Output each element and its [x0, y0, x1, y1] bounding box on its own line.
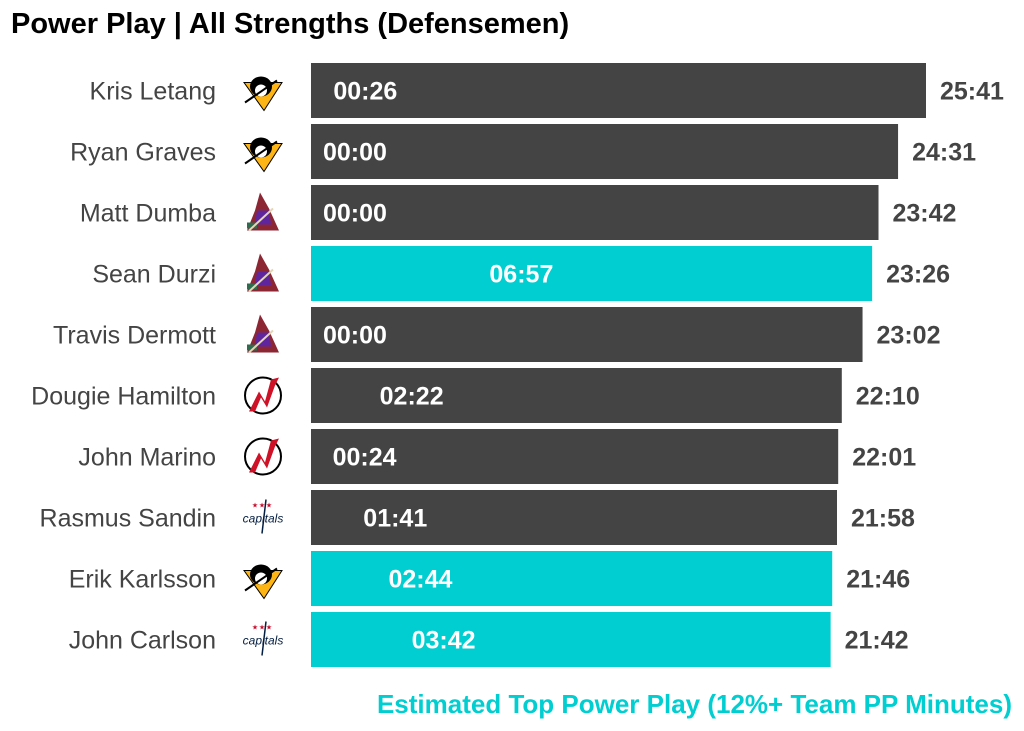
player-name-label: John Marino	[78, 444, 216, 472]
bar-row: John Carlson ★ ★ ★capitals 03:42 21:42	[69, 612, 909, 667]
player-name-label: Matt Dumba	[80, 200, 216, 228]
total-toi-label: 23:02	[877, 322, 941, 350]
capitals-logo-icon: ★ ★ ★capitals	[243, 499, 284, 534]
svg-text:★: ★	[266, 624, 272, 632]
bar-row: Erik Karlsson 02:44 21:46	[69, 551, 910, 606]
svg-text:capitals: capitals	[243, 634, 284, 648]
pp-toi-label: 03:42	[412, 627, 476, 655]
total-toi-label: 24:31	[912, 139, 976, 167]
devils-logo-icon	[244, 437, 282, 476]
bar-row: John Marino 00:24 22:01	[78, 429, 916, 484]
total-toi-bar	[311, 429, 839, 484]
penguins-logo-icon	[243, 137, 283, 173]
bar-row: Travis Dermott 00:00 23:02	[53, 307, 940, 362]
player-name-label: John Carlson	[69, 627, 216, 655]
pp-toi-label: 00:00	[323, 200, 387, 228]
coyotes-logo-icon	[247, 192, 279, 232]
svg-text:★: ★	[252, 624, 258, 632]
penguins-logo-icon	[243, 564, 283, 600]
svg-text:★: ★	[259, 502, 265, 510]
coyotes-logo-icon	[247, 253, 279, 293]
total-toi-bar	[311, 368, 842, 423]
total-toi-label: 21:58	[851, 505, 915, 533]
total-toi-bar	[311, 63, 926, 118]
bar-row: Ryan Graves 00:00 24:31	[70, 124, 976, 179]
bar-row: Sean Durzi 06:57 23:26	[92, 246, 950, 301]
pp-toi-label: 00:00	[323, 322, 387, 350]
top-power-play-footnote: Estimated Top Power Play (12%+ Team PP M…	[376, 689, 1012, 719]
player-name-label: Erik Karlsson	[69, 566, 216, 594]
total-toi-bar	[311, 612, 831, 667]
total-toi-label: 23:42	[893, 200, 957, 228]
chart-title: Power Play | All Strengths (Defensemen)	[11, 8, 570, 40]
player-name-label: Rasmus Sandin	[40, 505, 216, 533]
svg-text:★: ★	[266, 502, 272, 510]
pp-toi-label: 01:41	[363, 505, 427, 533]
total-toi-label: 23:26	[886, 261, 950, 289]
pp-toi-label: 00:26	[333, 78, 397, 106]
total-toi-label: 22:10	[856, 383, 920, 411]
total-toi-bar	[311, 490, 838, 545]
pp-toi-label: 02:44	[388, 566, 452, 594]
total-toi-bar	[311, 551, 833, 606]
capitals-logo-icon: ★ ★ ★capitals	[243, 621, 284, 656]
devils-logo-icon	[244, 376, 282, 415]
bar-row: Rasmus Sandin ★ ★ ★capitals 01:41 21:58	[40, 490, 915, 545]
coyotes-logo-icon	[247, 314, 279, 354]
pp-toi-label: 00:00	[323, 139, 387, 167]
bar-row: Dougie Hamilton 02:22 22:10	[31, 368, 920, 423]
player-name-label: Travis Dermott	[53, 322, 216, 350]
bar-row: Matt Dumba 00:00 23:42	[80, 185, 957, 240]
total-toi-label: 21:42	[845, 627, 909, 655]
total-toi-bar	[311, 307, 863, 362]
pp-toi-label: 00:24	[333, 444, 397, 472]
total-toi-bar	[311, 185, 879, 240]
player-name-label: Dougie Hamilton	[31, 383, 216, 411]
penguins-logo-icon	[243, 76, 283, 112]
total-toi-label: 25:41	[940, 78, 1004, 106]
bar-row: Kris Letang 00:26 25:41	[90, 63, 1004, 118]
svg-text:★: ★	[252, 502, 258, 510]
total-toi-bar	[311, 246, 873, 301]
svg-text:★: ★	[259, 624, 265, 632]
player-name-label: Sean Durzi	[92, 261, 216, 289]
pp-toi-label: 06:57	[489, 261, 553, 289]
player-name-label: Ryan Graves	[70, 139, 216, 167]
player-name-label: Kris Letang	[90, 78, 216, 106]
total-toi-label: 21:46	[846, 566, 910, 594]
total-toi-label: 22:01	[852, 444, 916, 472]
svg-text:capitals: capitals	[243, 512, 284, 526]
total-toi-bar	[311, 124, 899, 179]
pp-toi-label: 02:22	[380, 383, 444, 411]
